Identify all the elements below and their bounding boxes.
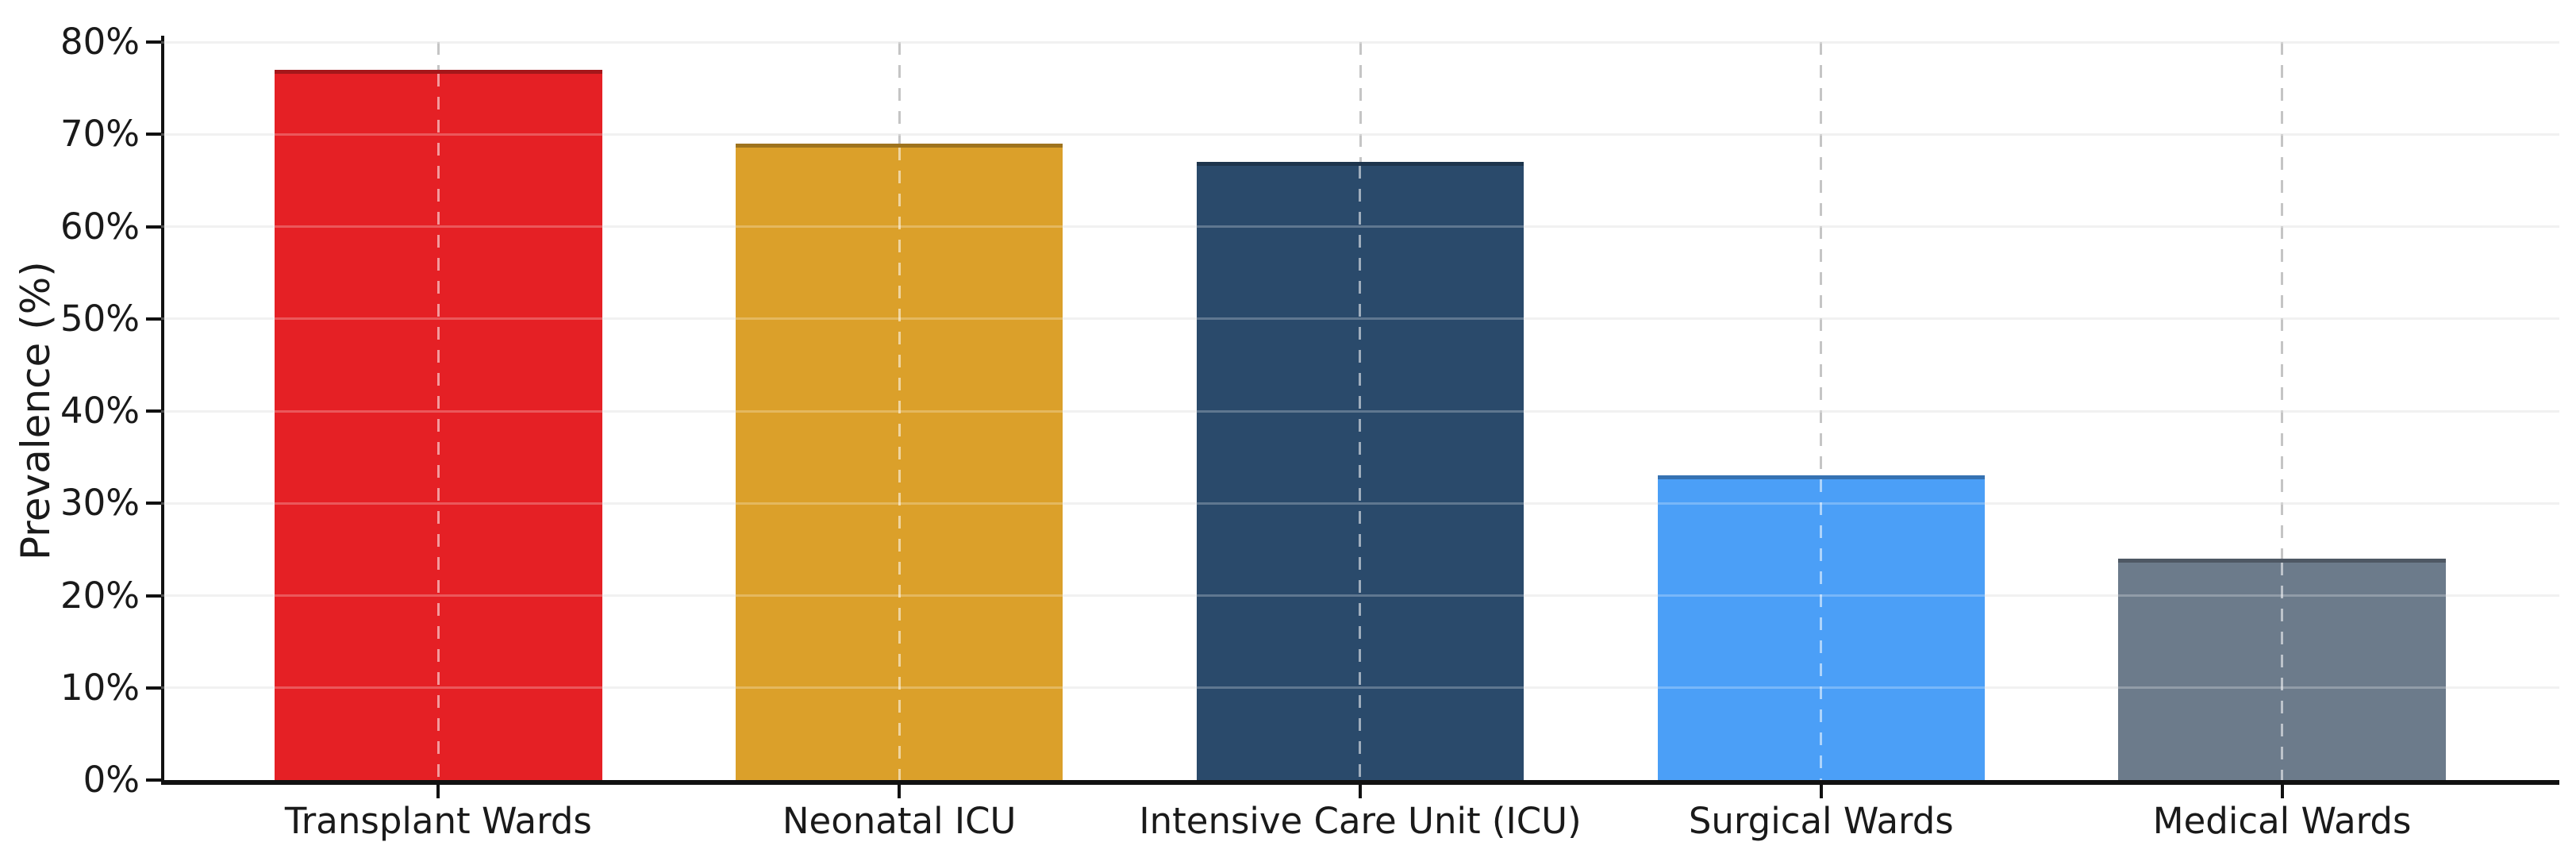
x-tick-label: Neonatal ICU — [782, 800, 1017, 842]
bar-intensive-care-unit-icu — [1196, 162, 1524, 780]
x-tick-mark — [1819, 785, 1823, 798]
y-tick-mark — [146, 409, 161, 413]
bar-neonatal-icu — [736, 143, 1063, 780]
bar-transplant-wards — [275, 69, 602, 780]
y-axis-spine — [161, 36, 164, 785]
y-tick-label: 50% — [60, 297, 140, 340]
y-tick-label: 40% — [60, 390, 140, 432]
y-tick-label: 20% — [60, 574, 140, 617]
y-tick-mark — [146, 40, 161, 44]
bar-surgical-wards — [1657, 475, 1985, 780]
v-gridline-dashed-overlay — [898, 147, 901, 780]
v-gridline-dashed-overlay — [436, 73, 440, 780]
y-tick-label: 10% — [60, 666, 140, 709]
y-tick-mark — [146, 225, 161, 229]
x-tick-mark — [436, 785, 440, 798]
v-gridline-dashed — [1820, 42, 1823, 780]
y-tick-mark — [146, 686, 161, 690]
y-tick-label: 70% — [60, 113, 140, 156]
bar-medical-wards — [2118, 559, 2446, 780]
y-tick-label: 0% — [83, 759, 140, 801]
plot-area — [161, 40, 2559, 780]
y-tick-mark — [146, 133, 161, 136]
y-tick-mark — [146, 317, 161, 321]
y-tick-mark — [146, 502, 161, 505]
v-gridline-dashed-overlay — [2281, 563, 2284, 780]
x-tick-label: Surgical Wards — [1688, 800, 1954, 842]
x-tick-mark — [2280, 785, 2284, 798]
x-tick-mark — [1359, 785, 1362, 798]
x-tick-label: Medical Wards — [2152, 800, 2412, 842]
v-gridline-dashed-overlay — [1359, 166, 1362, 780]
x-tick-mark — [898, 785, 902, 798]
x-tick-label: Transplant Wards — [284, 800, 592, 842]
y-tick-label: 80% — [60, 21, 140, 63]
y-tick-label: 30% — [60, 482, 140, 525]
v-gridline-dashed-overlay — [1820, 479, 1823, 780]
y-tick-label: 60% — [60, 205, 140, 248]
v-gridline-dashed — [2281, 42, 2284, 780]
x-tick-label: Intensive Care Unit (ICU) — [1139, 800, 1582, 842]
y-tick-mark — [146, 778, 161, 782]
x-axis-spine — [161, 780, 2559, 785]
y-tick-mark — [146, 594, 161, 598]
